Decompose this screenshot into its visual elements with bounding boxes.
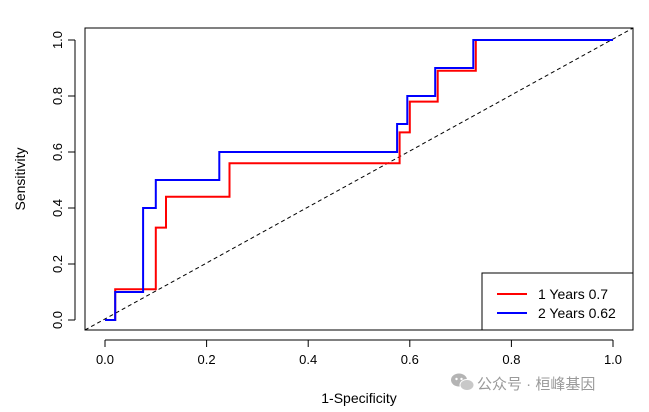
legend: 1 Years 0.7 2 Years 0.62 — [481, 272, 634, 331]
watermark: 公众号 · 桓峰基因 — [451, 373, 595, 393]
x-tick-label: 1.0 — [604, 352, 622, 367]
y-tick-label: 1.0 — [50, 31, 65, 49]
x-tick-label: 0.6 — [401, 352, 419, 367]
x-axis: 0.0 0.2 0.4 0.6 0.8 1.0 — [96, 339, 622, 367]
x-tick-label: 0.8 — [502, 352, 520, 367]
legend-box — [481, 272, 634, 331]
roc-curve-2-years — [105, 39, 613, 321]
wechat-icon — [451, 373, 475, 391]
x-tick-label: 0.4 — [299, 352, 317, 367]
y-axis-title: Sensitivity — [12, 147, 28, 210]
legend-label-2-years: 2 Years 0.62 — [538, 305, 616, 321]
watermark-text: 公众号 · 桓峰基因 — [477, 376, 595, 393]
roc-curve-1-years — [105, 39, 613, 321]
x-tick-label: 0.2 — [198, 352, 216, 367]
y-tick-label: 0.8 — [50, 87, 65, 105]
y-tick-label: 0.6 — [50, 143, 65, 161]
y-tick-label: 0.2 — [50, 255, 65, 273]
legend-label-1-years: 1 Years 0.7 — [538, 286, 608, 302]
reference-diagonal-line — [84, 27, 634, 331]
x-axis-title: 1-Specificity — [321, 390, 396, 406]
x-tick-label: 0.0 — [96, 352, 114, 367]
y-axis: 0.0 0.2 0.4 0.6 0.8 1.0 — [50, 31, 76, 329]
plot-frame — [84, 27, 634, 331]
y-tick-label: 0.4 — [50, 199, 65, 217]
y-tick-label: 0.0 — [50, 311, 65, 329]
